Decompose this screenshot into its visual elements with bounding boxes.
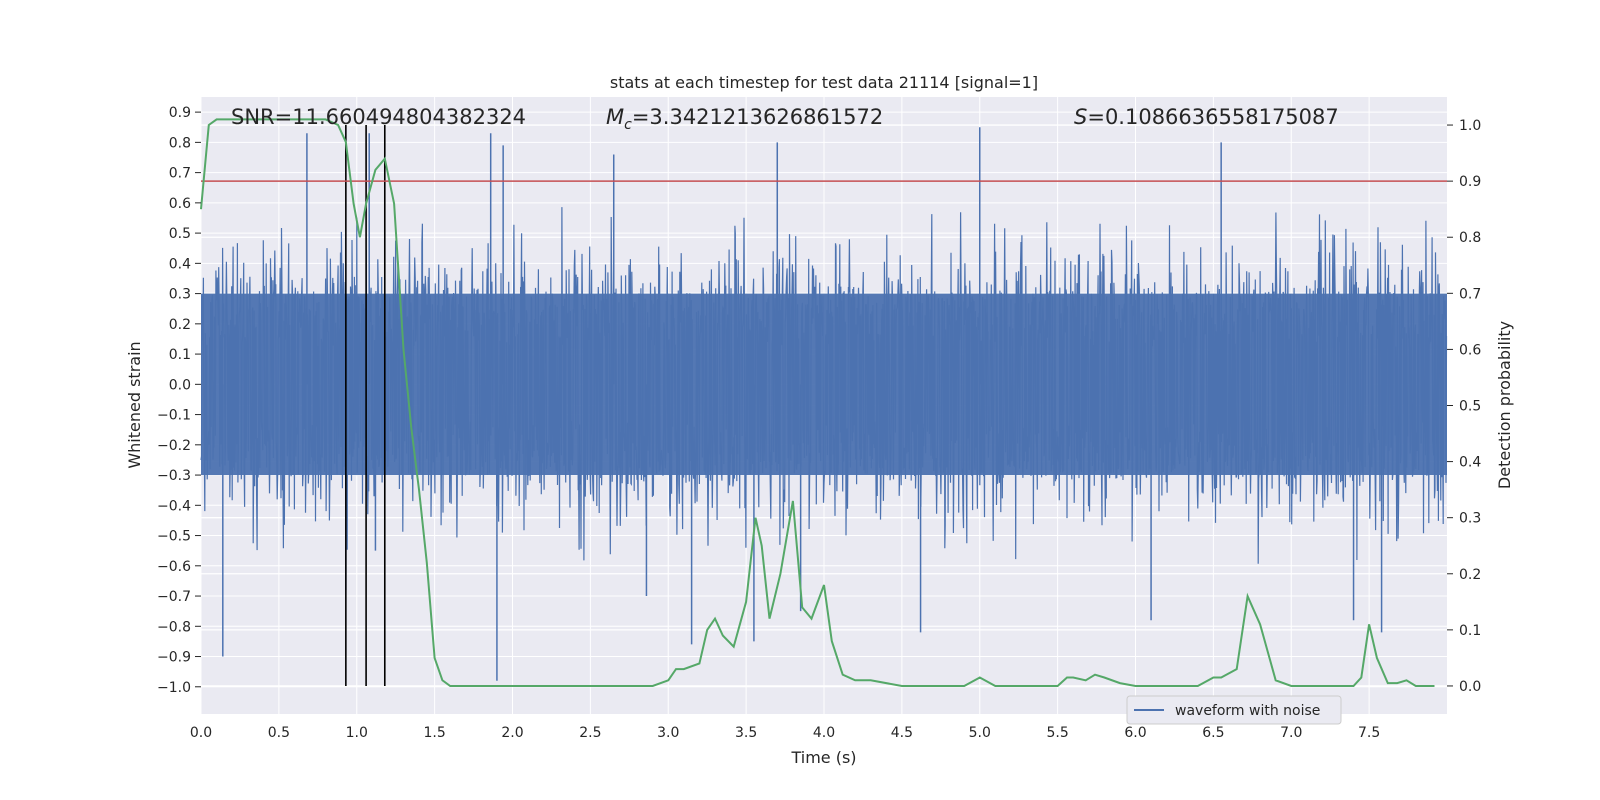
y-tick-label: 0.4 — [169, 256, 191, 272]
y-tick-label: 0.7 — [169, 166, 191, 182]
probability-line — [200, 118, 1435, 687]
x-tick-label: 2.5 — [579, 725, 601, 741]
x-tick-label: 7.0 — [1280, 725, 1302, 741]
event-markers — [345, 125, 386, 686]
y-tick-label: 0.5 — [169, 226, 191, 242]
x-tick-label: 0.0 — [190, 725, 212, 741]
x-tick-label: 4.0 — [813, 725, 835, 741]
y-tick-label: 0.9 — [169, 105, 191, 121]
x-tick-label: 6.5 — [1202, 725, 1224, 741]
y2-tick-labels: 1.0 0.9 0.8 0.7 0.6 0.5 0.4 0.3 0.2 0.1 0.0 — [1447, 118, 1481, 695]
chirp-mass-value: =3.3421213626861572 — [632, 105, 883, 129]
x-tick-label: 5.5 — [1046, 725, 1068, 741]
y2-tick-label: 0.2 — [1459, 567, 1481, 583]
x-tick-label: 1.5 — [423, 725, 445, 741]
y-tick-label: −0.1 — [157, 408, 191, 424]
y2-tick-label: 0.0 — [1459, 679, 1481, 695]
y2-tick-label: 1.0 — [1459, 118, 1481, 134]
legend-label-waveform: waveform with noise — [1175, 703, 1320, 719]
chirp-mass-subscript: c — [624, 117, 632, 133]
x-tick-labels: 0.0 0.5 1.0 1.5 2.0 2.5 3.0 3.5 4.0 4.5 5.0 5.5 6.0 6… — [190, 725, 1380, 741]
s-value: =0.1086636558175087 — [1087, 105, 1338, 129]
x-tick-label: 3.0 — [657, 725, 679, 741]
y-tick-label: −0.3 — [157, 468, 191, 484]
x-tick-label: 2.0 — [501, 725, 523, 741]
y-axis-label: Whitened strain — [125, 341, 144, 468]
legend: waveform with noise — [1126, 695, 1342, 725]
y-tick-label: 0.1 — [169, 347, 191, 363]
y-tick-label: −0.2 — [157, 438, 191, 454]
y-tick-label: 0.3 — [169, 287, 191, 303]
y-tick-label: −0.6 — [157, 559, 191, 575]
y2-tick-label: 0.9 — [1459, 174, 1481, 190]
x-tick-label: 3.5 — [735, 725, 757, 741]
y-tick-labels: 0.9 0.8 0.7 0.6 0.5 0.4 0.3 0.2 0.1 0.0 −0.1 −0.2 −0… — [157, 105, 201, 696]
chirp-mass-annotation: Mc=3.3421213626861572 — [606, 105, 883, 133]
y-tick-label: −1.0 — [157, 680, 191, 696]
waveform-core — [201, 293, 1447, 476]
y2-tick-label: 0.5 — [1459, 399, 1481, 415]
y-tick-label: −0.9 — [157, 650, 191, 666]
s-symbol: S — [1074, 105, 1087, 129]
x-tick-label: 0.5 — [268, 725, 290, 741]
s-annotation: S=0.1086636558175087 — [1074, 105, 1339, 129]
y2-tick-label: 0.4 — [1459, 455, 1481, 471]
y-tick-label: −0.7 — [157, 589, 191, 605]
y2-tick-label: 0.1 — [1459, 623, 1481, 639]
y-tick-label: −0.8 — [157, 619, 191, 635]
y2-tick-label: 0.3 — [1459, 511, 1481, 527]
waveform-series — [200, 127, 1448, 681]
y-tick-label: −0.5 — [157, 529, 191, 545]
y-tick-label: 0.2 — [169, 317, 191, 333]
y2-tick-label: 0.7 — [1459, 286, 1481, 302]
x-tick-label: 7.5 — [1358, 725, 1380, 741]
x-tick-label: 6.0 — [1124, 725, 1146, 741]
x-tick-label: 1.0 — [346, 725, 368, 741]
y2-tick-label: 0.6 — [1459, 342, 1481, 358]
snr-annotation: SNR=11.660494804382324 — [231, 105, 526, 129]
y2-axis-label: Detection probability — [1495, 321, 1514, 489]
x-tick-label: 4.5 — [891, 725, 913, 741]
x-tick-label: 5.0 — [969, 725, 991, 741]
x-axis-label: Time (s) — [790, 748, 856, 767]
legend-box — [1126, 695, 1342, 725]
chart-title: stats at each timestep for test data 211… — [610, 73, 1038, 92]
y-tick-label: 0.6 — [169, 196, 191, 212]
chirp-mass-symbol: M — [606, 105, 624, 129]
y-tick-label: 0.8 — [169, 135, 191, 151]
y-tick-label: −0.4 — [157, 498, 191, 514]
y-tick-label: 0.0 — [169, 377, 191, 393]
y2-tick-label: 0.8 — [1459, 230, 1481, 246]
